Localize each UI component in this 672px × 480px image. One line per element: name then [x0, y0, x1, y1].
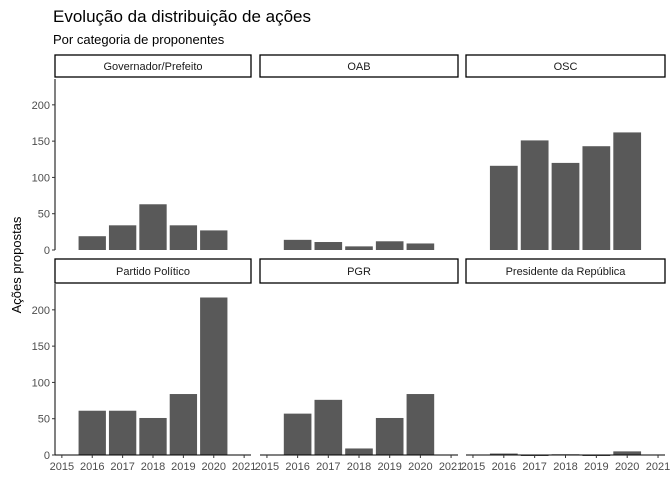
x-tick-label: 2017	[110, 461, 134, 473]
bar	[314, 399, 343, 455]
x-tick-label: 2021	[232, 461, 256, 473]
x-tick-label: 2021	[439, 461, 463, 473]
bar	[200, 297, 228, 455]
x-tick-label: 2021	[646, 461, 670, 473]
y-axis-title: Ações propostas	[9, 216, 24, 313]
bar	[406, 243, 435, 250]
facet-strip	[465, 54, 666, 78]
chart-title: Evolução da distribuição de ações	[53, 7, 311, 26]
x-tick-label: 2017	[522, 461, 546, 473]
facet-strip-label: PGR	[347, 266, 371, 278]
facet-strip-label: Presidente da República	[506, 266, 627, 278]
facet-strip-label: OAB	[347, 61, 370, 73]
bar	[345, 246, 373, 250]
bar	[200, 230, 228, 250]
y-tick-label: 0	[44, 450, 50, 462]
bar	[489, 165, 518, 250]
bar	[139, 204, 167, 250]
facet-panel: Partido Político 0 50 100 150 200 2015 2016 2017…	[32, 258, 256, 473]
bar	[78, 410, 106, 455]
bar	[406, 394, 435, 455]
facet-strip	[54, 54, 252, 78]
y-tick-label: 50	[38, 209, 50, 221]
facet-panel: OAB	[259, 54, 459, 250]
facet-strip-label: Partido Político	[116, 266, 190, 278]
facet-strip	[259, 258, 459, 284]
x-tick-label: 2019	[377, 461, 401, 473]
y-tick-label: 50	[38, 414, 50, 426]
facet-strip	[465, 258, 666, 284]
x-tick-label: 2015	[50, 461, 74, 473]
x-tick-label: 2015	[255, 461, 279, 473]
bar	[375, 241, 404, 250]
facet-panels: Governador/Prefeito 0 50 100 150 200 OAB OSC Par…	[32, 54, 670, 473]
bar	[283, 413, 312, 455]
x-tick-label: 2020	[408, 461, 432, 473]
x-tick-label: 2020	[615, 461, 639, 473]
y-tick-label: 150	[32, 136, 50, 148]
bar	[551, 162, 580, 250]
x-tick-label: 2019	[584, 461, 608, 473]
bar	[345, 448, 373, 455]
bar	[520, 140, 549, 250]
facet-panel: Governador/Prefeito 0 50 100 150 200	[32, 54, 252, 257]
y-tick-label: 0	[44, 245, 50, 257]
x-tick-label: 2016	[80, 461, 104, 473]
bar	[78, 236, 106, 250]
x-tick-label: 2017	[316, 461, 340, 473]
x-tick-label: 2018	[347, 461, 371, 473]
bar	[169, 225, 198, 250]
y-tick-label: 200	[32, 100, 50, 112]
x-tick-label: 2019	[171, 461, 195, 473]
x-tick-label: 2020	[202, 461, 226, 473]
bar	[613, 132, 642, 250]
x-tick-label: 2018	[553, 461, 577, 473]
facet-strip	[54, 258, 252, 284]
y-tick-label: 100	[32, 377, 50, 389]
bar	[108, 410, 137, 455]
bar	[489, 453, 518, 455]
facet-panel: OSC	[465, 54, 666, 250]
facet-strip-label: Governador/Prefeito	[103, 61, 202, 73]
bar	[169, 394, 198, 455]
bar	[314, 242, 343, 250]
facet-panel: Presidente da República 2015 2016 2017 2018 2…	[461, 258, 670, 473]
chart-subtitle: Por categoria de proponentes	[53, 32, 225, 47]
bar	[139, 417, 167, 455]
facet-strip-label: OSC	[554, 61, 578, 73]
x-tick-label: 2018	[141, 461, 165, 473]
facet-panel: PGR 2015 2016 2017 2018 2019 2020 2021	[255, 258, 463, 473]
x-tick-label: 2016	[285, 461, 309, 473]
bar	[613, 451, 642, 455]
bar	[375, 417, 404, 455]
bar	[108, 225, 137, 250]
bar	[582, 146, 611, 250]
x-tick-label: 2016	[492, 461, 516, 473]
y-tick-label: 200	[32, 305, 50, 317]
y-tick-label: 150	[32, 341, 50, 353]
x-tick-label: 2015	[461, 461, 485, 473]
y-tick-label: 100	[32, 172, 50, 184]
facet-strip	[259, 54, 459, 78]
bar	[283, 239, 312, 250]
